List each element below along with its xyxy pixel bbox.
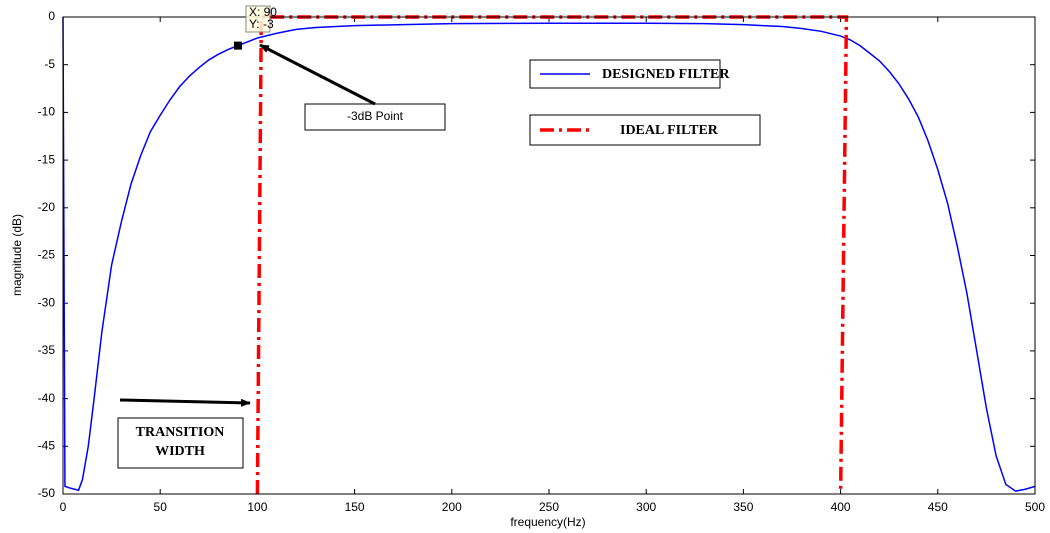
y-tick-label: -50 — [38, 486, 56, 500]
x-tick-label: 0 — [60, 500, 67, 514]
y-tick-label: -10 — [38, 105, 56, 119]
datatip-label: Y: -3 — [249, 17, 274, 31]
legend-label: IDEAL FILTER — [620, 123, 719, 138]
x-tick-label: 100 — [247, 500, 267, 514]
x-tick-label: 500 — [1025, 500, 1045, 514]
annotation-box — [117, 417, 244, 469]
y-axis-label: magnitude (dB) — [10, 214, 24, 296]
y-tick-label: -25 — [38, 248, 56, 262]
x-tick-label: 200 — [442, 500, 462, 514]
legend-label: DESIGNED FILTER — [602, 67, 730, 82]
annotation: -3dB Point — [347, 109, 404, 123]
annotation: WIDTH — [155, 444, 205, 459]
y-tick-label: -40 — [38, 391, 56, 405]
annotation-box — [304, 103, 446, 131]
y-tick-label: 0 — [48, 9, 55, 23]
y-tick-label: -5 — [44, 57, 55, 71]
x-tick-label: 400 — [831, 500, 851, 514]
axes-box — [62, 16, 1036, 495]
y-tick-label: -30 — [38, 295, 56, 309]
x-axis-label: frequency(Hz) — [510, 515, 585, 529]
datatip-box — [245, 5, 271, 33]
arrow — [259, 43, 376, 106]
datatip-label: X: 90 — [249, 5, 277, 19]
y-tick-label: -15 — [38, 152, 56, 166]
x-tick-label: 350 — [733, 500, 753, 514]
x-tick-label: 450 — [928, 500, 948, 514]
y-tick-label: -45 — [38, 438, 56, 452]
arrow — [119, 398, 251, 407]
y-tick-label: -35 — [38, 343, 56, 357]
x-tick-label: 50 — [154, 500, 168, 514]
x-tick-label: 150 — [345, 500, 365, 514]
x-tick-label: 250 — [539, 500, 559, 514]
series-line — [62, 16, 1036, 492]
datatip-marker — [233, 41, 242, 50]
annotation: TRANSITION — [136, 425, 225, 440]
y-tick-label: -20 — [38, 200, 56, 214]
x-tick-label: 300 — [636, 500, 656, 514]
